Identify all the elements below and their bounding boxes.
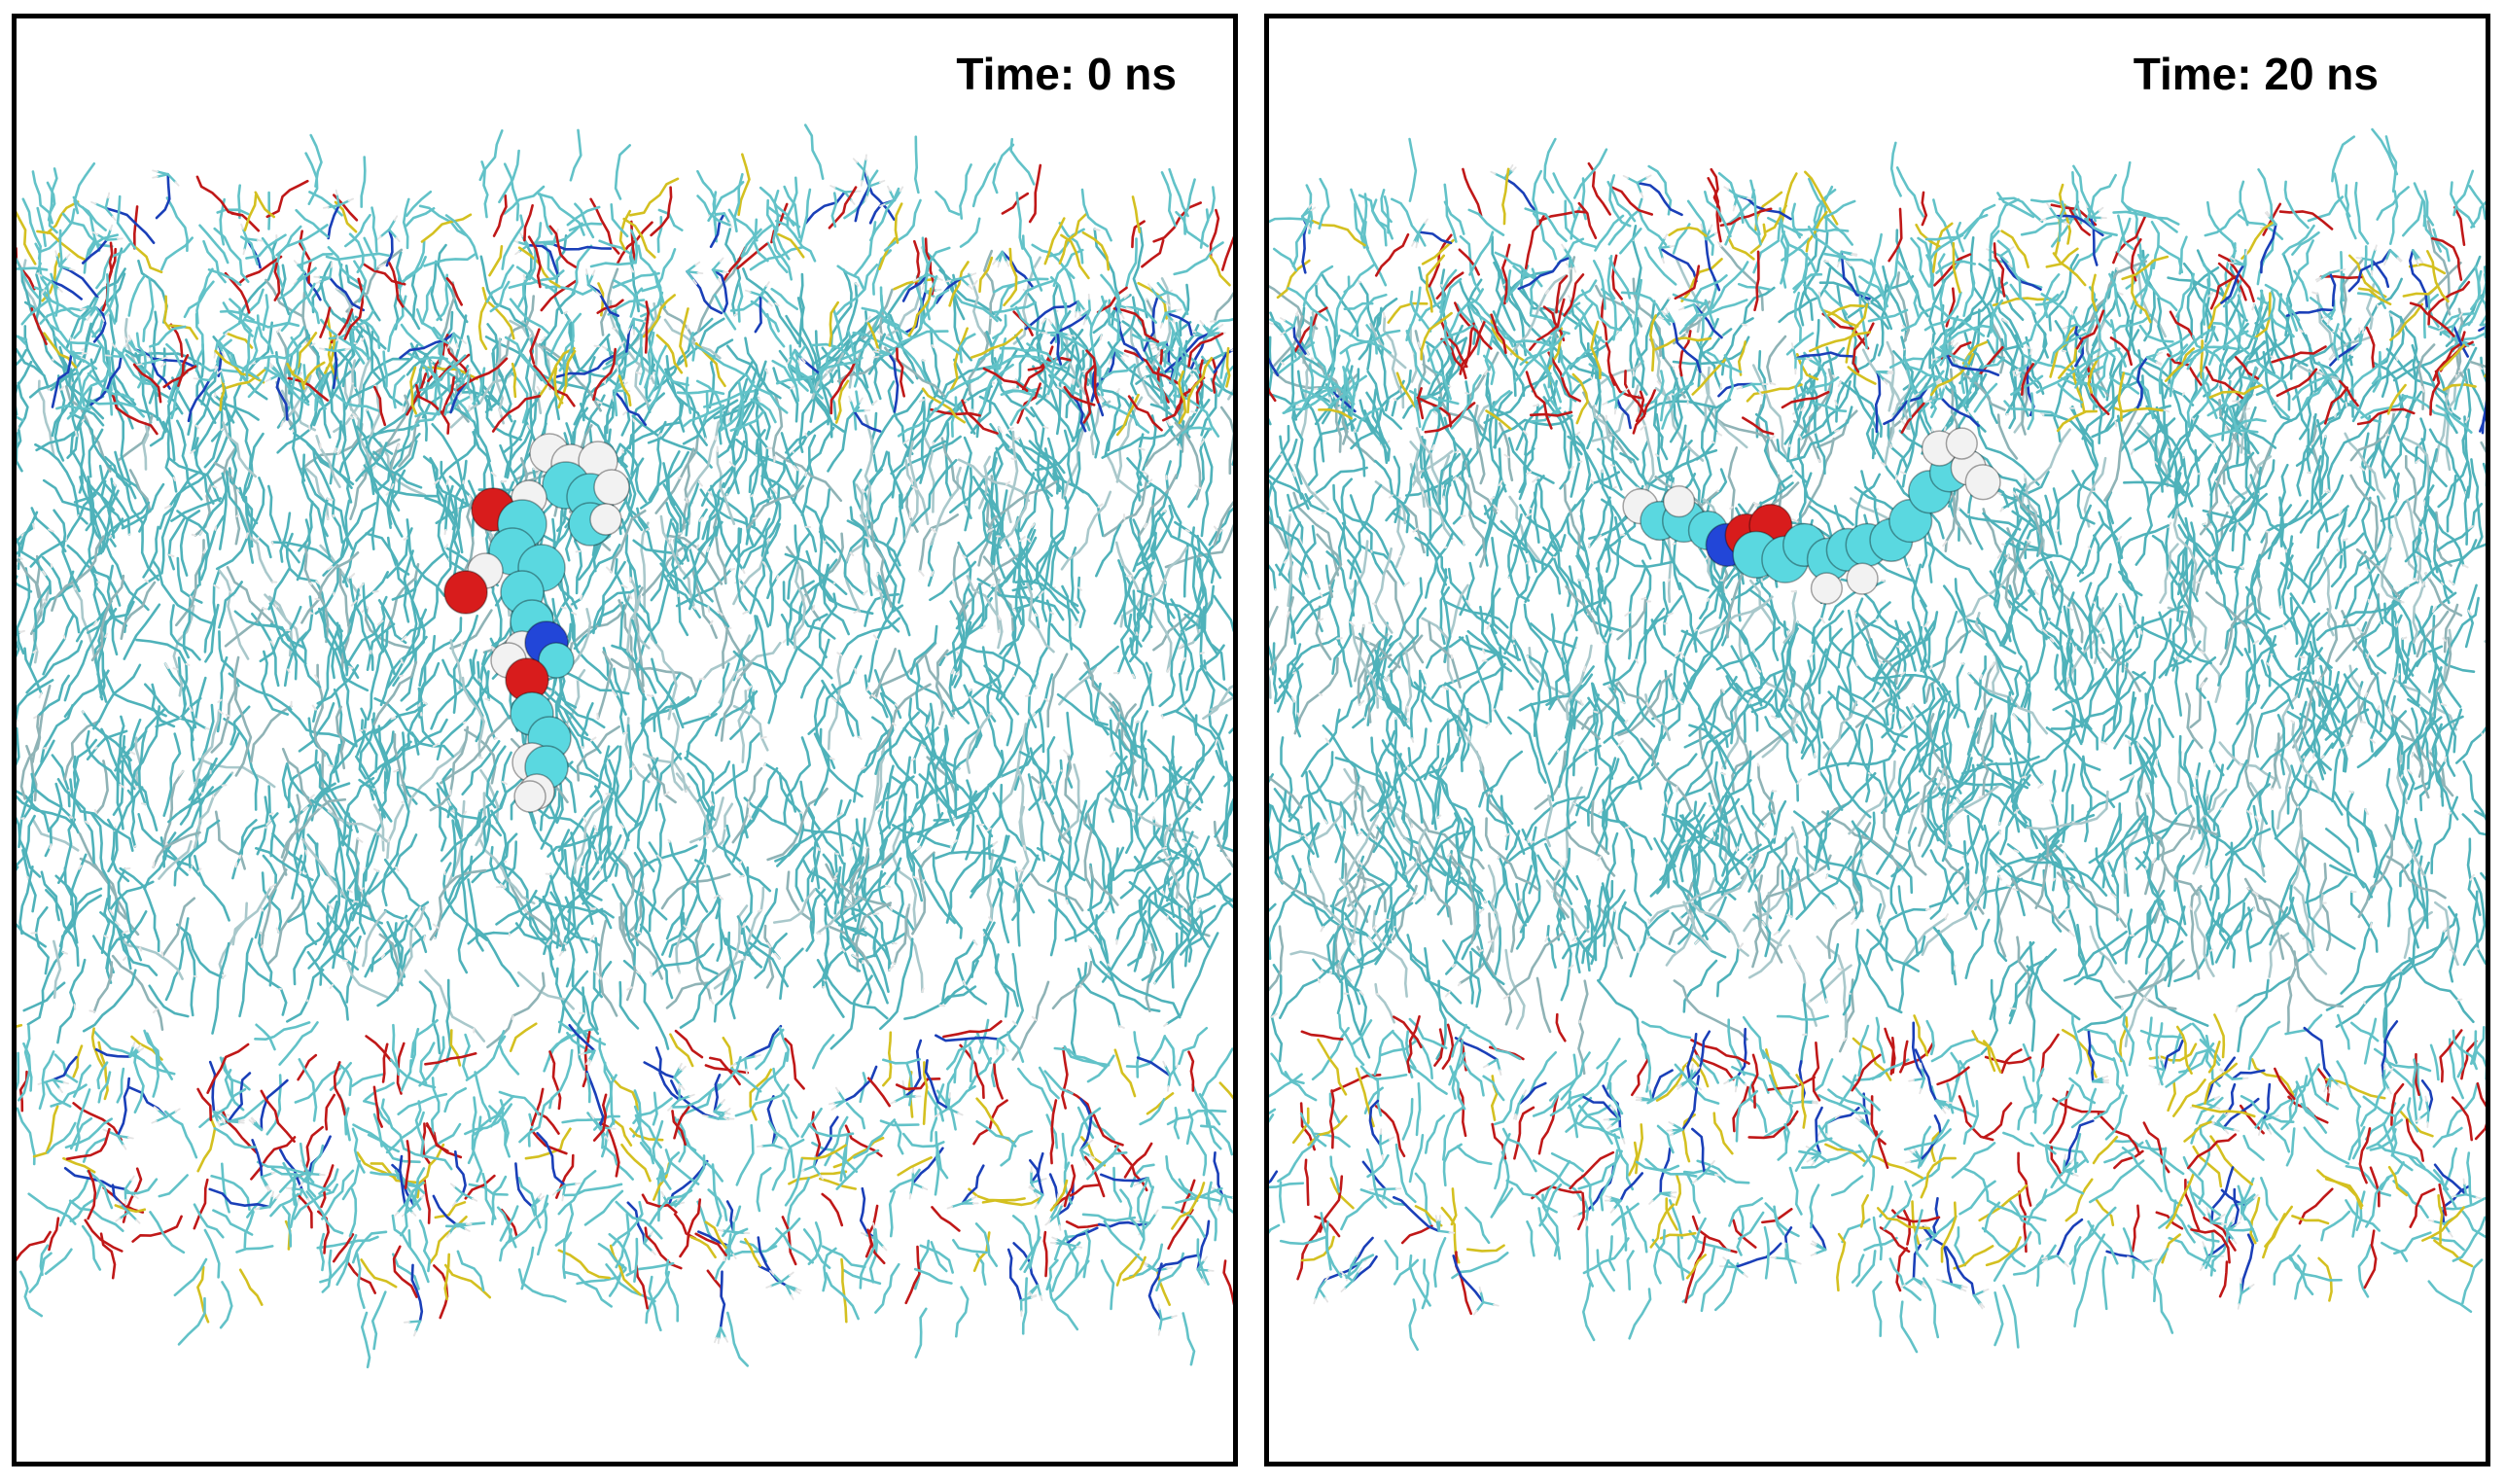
drug-molecule-spacefill — [1622, 427, 2001, 605]
lipid-tails — [1269, 220, 2486, 1076]
lipid-bilayer-render — [1269, 127, 2486, 1354]
lipid-headgroups-lower — [17, 1018, 1233, 1369]
lipid-headgroups-upper — [1269, 127, 2486, 439]
lipid-headgroups-upper — [17, 124, 1233, 439]
time-label: Time: 0 ns — [956, 49, 1177, 99]
membrane-panel-20ns: Time: 20 ns — [1264, 14, 2490, 1466]
drug-molecule-spacefill — [443, 433, 630, 813]
lipid-bilayer-render — [17, 124, 1233, 1369]
membrane-panel-0ns: Time: 0 ns — [12, 14, 1238, 1466]
lipid-headgroups-lower — [1269, 1012, 2486, 1354]
time-label: Time: 20 ns — [2133, 49, 2379, 99]
